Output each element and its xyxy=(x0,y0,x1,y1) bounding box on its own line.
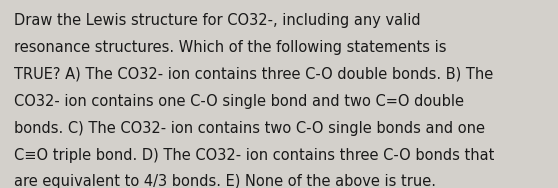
Text: are equivalent to 4/3 bonds. E) None of the above is true.: are equivalent to 4/3 bonds. E) None of … xyxy=(14,174,436,188)
Text: CO32- ion contains one C-O single bond and two C=O double: CO32- ion contains one C-O single bond a… xyxy=(14,94,464,109)
Text: bonds. C) The CO32- ion contains two C-O single bonds and one: bonds. C) The CO32- ion contains two C-O… xyxy=(14,121,485,136)
Text: C≡O triple bond. D) The CO32- ion contains three C-O bonds that: C≡O triple bond. D) The CO32- ion contai… xyxy=(14,148,494,163)
Text: resonance structures. Which of the following statements is: resonance structures. Which of the follo… xyxy=(14,40,446,55)
Text: Draw the Lewis structure for CO32-, including any valid: Draw the Lewis structure for CO32-, incl… xyxy=(14,13,421,28)
Text: TRUE? A) The CO32- ion contains three C-O double bonds. B) The: TRUE? A) The CO32- ion contains three C-… xyxy=(14,67,493,82)
